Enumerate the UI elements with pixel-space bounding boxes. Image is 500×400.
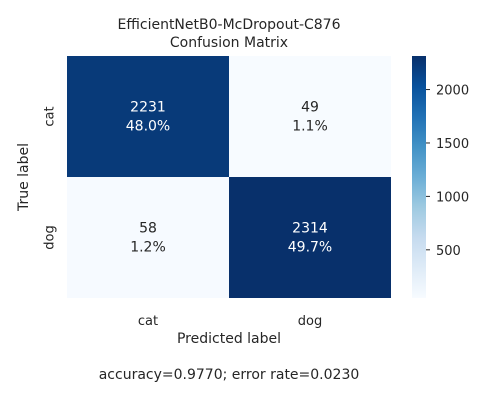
cell-percent-dog-dog: 49.7% [288,240,332,256]
y-tick-labels: cat dog [43,106,58,249]
chart-title-line2: Confusion Matrix [170,35,288,51]
cell-count-dog-cat: 58 [139,221,157,237]
x-tick-labels: cat dog [138,314,322,329]
x-tick-cat: cat [138,314,158,329]
accuracy-footer: accuracy=0.9770; error rate=0.0230 [99,367,360,383]
y-axis-label: True label [16,143,32,212]
cell-dog-dog [229,177,391,298]
cell-percent-cat-cat: 48.0% [126,119,170,135]
y-tick-dog: dog [43,225,58,249]
heatmap-cells: 2231 48.0% 49 1.1% 58 1.2% 2314 49.7% [67,56,391,298]
cell-percent-cat-dog: 1.1% [292,119,328,135]
cell-count-cat-cat: 2231 [130,100,166,116]
cell-percent-dog-cat: 1.2% [130,240,166,256]
colorbar-ticks: 500 1000 1500 2000 [426,84,469,259]
cell-cat-dog [229,56,391,177]
x-axis-label: Predicted label [177,331,281,347]
colorbar [412,56,426,298]
x-tick-dog: dog [298,314,322,329]
cell-dog-cat [67,177,229,298]
colorbar-tick-500: 500 [436,244,461,259]
cell-count-dog-dog: 2314 [292,221,328,237]
colorbar-tick-1000: 1000 [436,190,469,205]
colorbar-tick-1500: 1500 [436,137,469,152]
chart-title-line1: EfficientNetB0-McDropout-C876 [117,17,340,33]
colorbar-tick-2000: 2000 [436,84,469,99]
y-tick-cat: cat [43,106,58,126]
cell-cat-cat [67,56,229,177]
cell-count-cat-dog: 49 [301,100,319,116]
